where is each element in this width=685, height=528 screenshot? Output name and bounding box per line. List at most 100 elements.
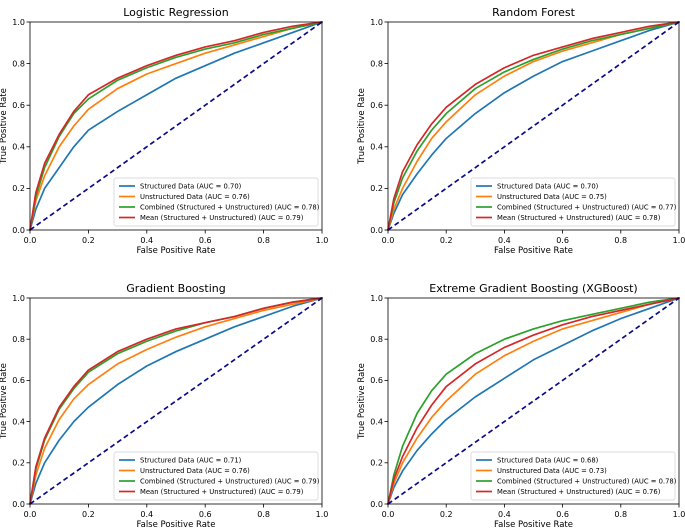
y-tick-label: 0.8 [12,59,25,68]
roc-curve-series-1 [29,21,323,231]
axes-frame [29,21,323,231]
x-tick-label: 0.0 [24,510,37,519]
chance-diagonal-line [387,21,680,231]
x-tick-label: 0.2 [440,510,453,519]
y-axis-label: True Positive Rate [0,363,9,440]
roc-curve-series-2 [387,297,680,505]
y-tick-label: 0.8 [12,335,25,344]
legend-entry-label: Combined (Structured + Unstructured) (AU… [497,477,677,485]
x-axis-label: False Positive Rate [137,520,216,528]
y-tick-label: 0.6 [12,101,25,110]
roc-curve-series-1 [387,297,680,505]
y-tick-label: 0.6 [370,376,383,385]
legend-entry-label: Mean (Structured + Unstructured) (AUC = … [140,488,304,496]
y-tick-label: 1.0 [12,18,25,27]
roc-curve-series-2 [29,21,323,231]
legend: Structured Data (AUC = 0.70) Unstructured… [470,177,677,227]
legend-entry-label: Unstructured Data (AUC = 0.76) [140,193,250,201]
chart-title: Extreme Gradient Boosting (XGBoost) [429,282,637,295]
y-tick-label: 0.6 [370,101,383,110]
y-tick-label: 0.2 [12,459,25,468]
legend-entry-label: Combined (Structured + Unstructured) (AU… [140,477,320,485]
x-tick-label: 0.6 [199,236,212,245]
roc-panel-1: 0.0 0.2 0.4 0.6 0.8 1.0 0.0 0.2 0.4 0.6 0.8 1.0 Logi… [0,6,328,256]
x-tick-label: 0.8 [257,510,270,519]
y-tick-label: 0.2 [370,184,383,193]
legend: Structured Data (AUC = 0.71) Unstructured… [113,451,320,501]
y-tick-label: 1.0 [370,18,383,27]
legend-entry-label: Structured Data (AUC = 0.70) [140,182,242,190]
chart-title: Logistic Regression [123,6,229,19]
y-axis-label: True Positive Rate [357,88,367,165]
axes-frame [29,297,323,505]
legend-box [470,451,676,501]
roc-curve-series-1 [387,21,680,231]
x-tick-label: 1.0 [316,510,329,519]
roc-curve-series-3 [29,21,323,231]
x-tick-label: 0.8 [614,236,627,245]
x-tick-label: 1.0 [673,510,685,519]
y-tick-label: 0.4 [370,417,383,426]
y-tick-label: 0.2 [370,459,383,468]
roc-panel-3: 0.0 0.2 0.4 0.6 0.8 1.0 0.0 0.2 0.4 0.6 0.8 1.0 Grad… [0,282,328,528]
chart-title: Random Forest [492,6,575,19]
y-axis-label: True Positive Rate [0,88,9,165]
legend-entry-label: Mean (Structured + Unstructured) (AUC = … [140,214,304,222]
y-tick-label: 1.0 [370,294,383,303]
x-tick-label: 0.0 [24,236,37,245]
x-tick-label: 1.0 [316,236,329,245]
axes-frame [387,21,680,231]
roc-panel-4: 0.0 0.2 0.4 0.6 0.8 1.0 0.0 0.2 0.4 0.6 0.8 1.0 Extr… [357,282,685,528]
x-tick-label: 0.2 [440,236,453,245]
y-tick-label: 0.0 [12,500,25,509]
x-tick-label: 0.6 [556,236,569,245]
legend-box [113,177,319,227]
x-tick-label: 0.4 [498,510,511,519]
y-tick-label: 0.0 [12,226,25,235]
roc-curve-series-4 [29,21,323,231]
legend-box [113,451,319,501]
roc-curve-series-4 [387,21,680,231]
y-tick-label: 0.0 [370,500,383,509]
legend-entry-label: Unstructured Data (AUC = 0.76) [140,467,250,475]
x-tick-label: 0.2 [82,510,95,519]
legend-entry-label: Structured Data (AUC = 0.71) [140,456,242,464]
x-axis-label: False Positive Rate [494,246,573,256]
x-tick-label: 0.4 [498,236,511,245]
x-tick-label: 0.8 [614,510,627,519]
chart-title: Gradient Boosting [126,282,225,295]
x-tick-label: 0.6 [199,510,212,519]
roc-panel-2: 0.0 0.2 0.4 0.6 0.8 1.0 0.0 0.2 0.4 0.6 0.8 1.0 Rand… [357,6,685,256]
y-tick-label: 0.6 [12,376,25,385]
legend-entry-label: Unstructured Data (AUC = 0.73) [497,467,607,475]
x-tick-label: 0.8 [257,236,270,245]
y-tick-label: 0.4 [12,143,25,152]
y-tick-label: 0.0 [370,226,383,235]
roc-curve-series-4 [387,297,680,505]
legend-entry-label: Mean (Structured + Unstructured) (AUC = … [497,488,661,496]
x-tick-label: 1.0 [673,236,685,245]
x-axis-label: False Positive Rate [494,520,573,528]
x-axis-label: False Positive Rate [137,246,216,256]
x-tick-label: 0.0 [382,236,395,245]
y-tick-label: 0.8 [370,59,383,68]
roc-curve-series-2 [29,297,323,505]
axes-frame [387,297,680,505]
legend-entry-label: Unstructured Data (AUC = 0.75) [497,193,607,201]
legend-entry-label: Combined (Structured + Unstructured) (AU… [140,203,320,211]
legend-entry-label: Combined (Structured + Unstructured) (AU… [497,203,677,211]
x-tick-label: 0.6 [556,510,569,519]
x-tick-label: 0.4 [140,510,153,519]
y-tick-label: 1.0 [12,294,25,303]
roc-curve-series-4 [29,297,323,505]
legend: Structured Data (AUC = 0.68) Unstructured… [470,451,677,501]
y-tick-label: 0.4 [12,417,25,426]
legend: Structured Data (AUC = 0.70) Unstructured… [113,177,320,227]
roc-curve-series-3 [387,21,680,231]
x-tick-label: 0.2 [82,236,95,245]
legend-entry-label: Structured Data (AUC = 0.68) [497,456,599,464]
roc-curve-series-3 [387,297,680,505]
x-tick-label: 0.0 [382,510,395,519]
legend-entry-label: Structured Data (AUC = 0.70) [497,182,599,190]
